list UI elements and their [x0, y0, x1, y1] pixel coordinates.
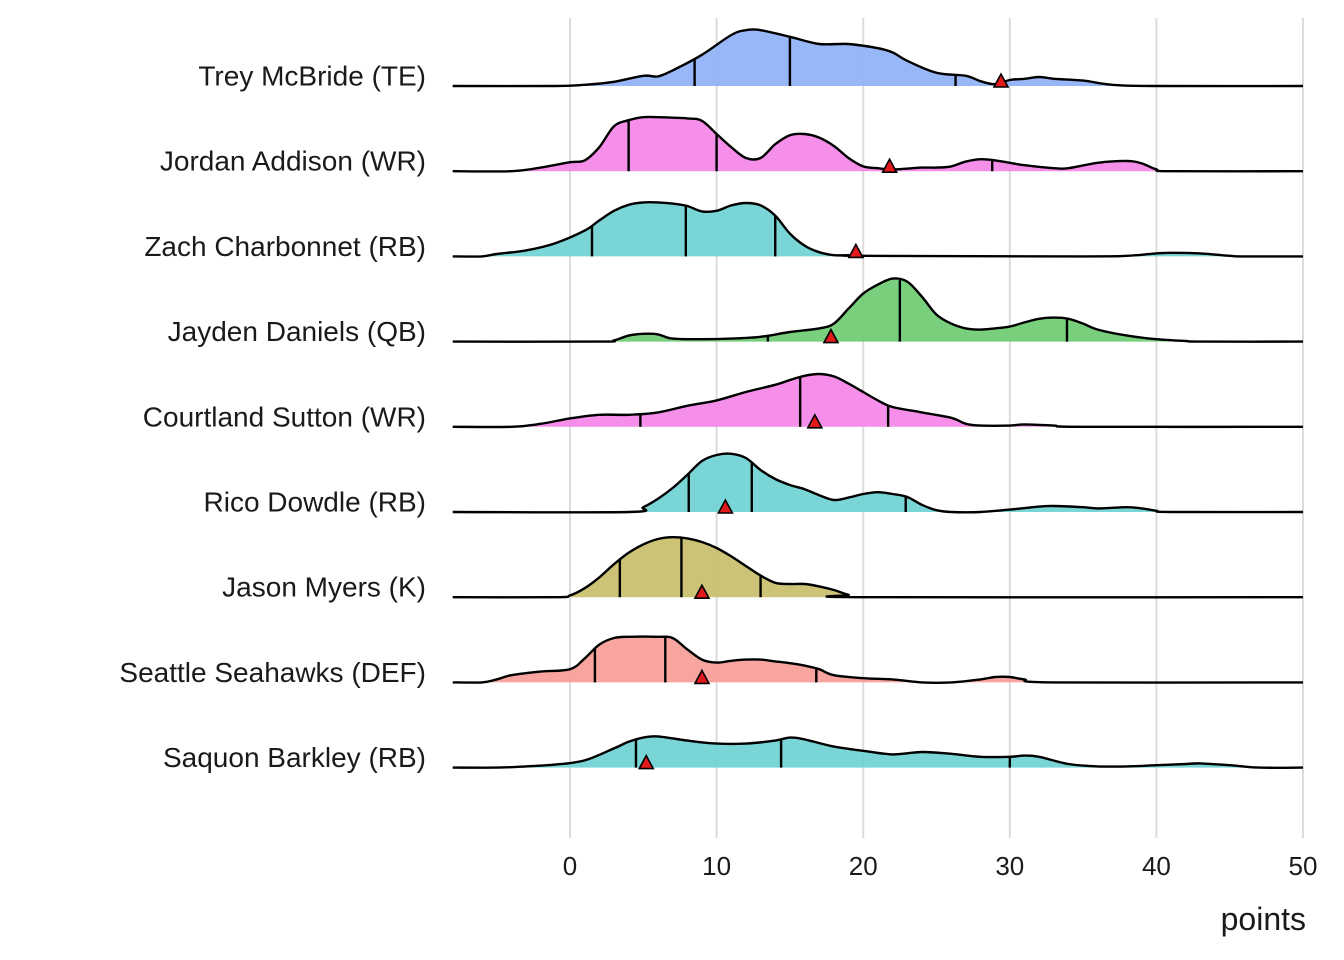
- actual-points-marker: [806, 413, 824, 429]
- ridge-outline: [452, 200, 1304, 258]
- actual-points-marker: [693, 668, 711, 685]
- ridge-outline: [452, 372, 1304, 429]
- x-tick-label: 0: [563, 851, 577, 881]
- series-label: Rico Dowdle (RB): [204, 487, 427, 518]
- ridge-outline: [452, 452, 1304, 514]
- ridge-series: [452, 735, 1304, 770]
- series-label: Saquon Barkley (RB): [163, 742, 426, 773]
- ridge-area: [452, 116, 1303, 172]
- ridge-outline: [452, 277, 1304, 343]
- series-label: Zach Charbonnet (RB): [144, 231, 426, 262]
- ridge-outline: [452, 535, 1304, 599]
- ridge-area: [452, 202, 1303, 257]
- ridge-series: [452, 535, 1304, 600]
- series-label: Courtland Sutton (WR): [143, 401, 426, 432]
- ridge-series: [452, 635, 1304, 685]
- ridge-series: [452, 200, 1304, 259]
- x-axis: 0 10 20 30 40 50: [563, 851, 1318, 881]
- ridge-outline: [452, 115, 1304, 173]
- ridge-outline: [452, 635, 1304, 684]
- ridges: [452, 28, 1304, 770]
- actual-points-marker: [992, 72, 1010, 88]
- actual-points-marker: [881, 157, 898, 173]
- actual-points-marker: [693, 583, 711, 600]
- x-tick-label: 40: [1142, 851, 1171, 881]
- x-tick-label: 10: [702, 851, 731, 881]
- ridge-area: [452, 736, 1303, 768]
- ridge-series: [452, 115, 1304, 173]
- x-tick-label: 20: [849, 851, 878, 881]
- ridge-series: [452, 28, 1304, 88]
- series-label: Jordan Addison (WR): [160, 146, 426, 177]
- ridge-series: [452, 277, 1304, 344]
- x-tick-label: 50: [1289, 851, 1318, 881]
- row-labels: Trey McBride (TE) Jordan Addison (WR) Zach…: [119, 61, 426, 774]
- series-label: Seattle Seahawks (DEF): [119, 657, 426, 688]
- series-label: Jayden Daniels (QB): [168, 316, 426, 347]
- actual-points-marker: [822, 327, 840, 344]
- series-label: Trey McBride (TE): [198, 61, 426, 92]
- ridge-area: [452, 453, 1303, 513]
- ridge-outline: [452, 28, 1304, 88]
- ridge-series: [452, 452, 1304, 514]
- x-axis-title: points: [1221, 901, 1306, 937]
- actual-points-marker: [717, 498, 734, 514]
- ridge-area: [452, 29, 1303, 87]
- actual-points-marker: [847, 242, 865, 259]
- actual-points-marker: [637, 753, 655, 770]
- ridge-area: [452, 636, 1303, 683]
- ridge-outline: [452, 735, 1304, 769]
- series-label: Jason Myers (K): [222, 572, 426, 603]
- ridge-series: [452, 372, 1304, 429]
- ridge-area: [452, 278, 1303, 342]
- ridge-area: [452, 537, 1303, 598]
- x-tick-label: 30: [995, 851, 1024, 881]
